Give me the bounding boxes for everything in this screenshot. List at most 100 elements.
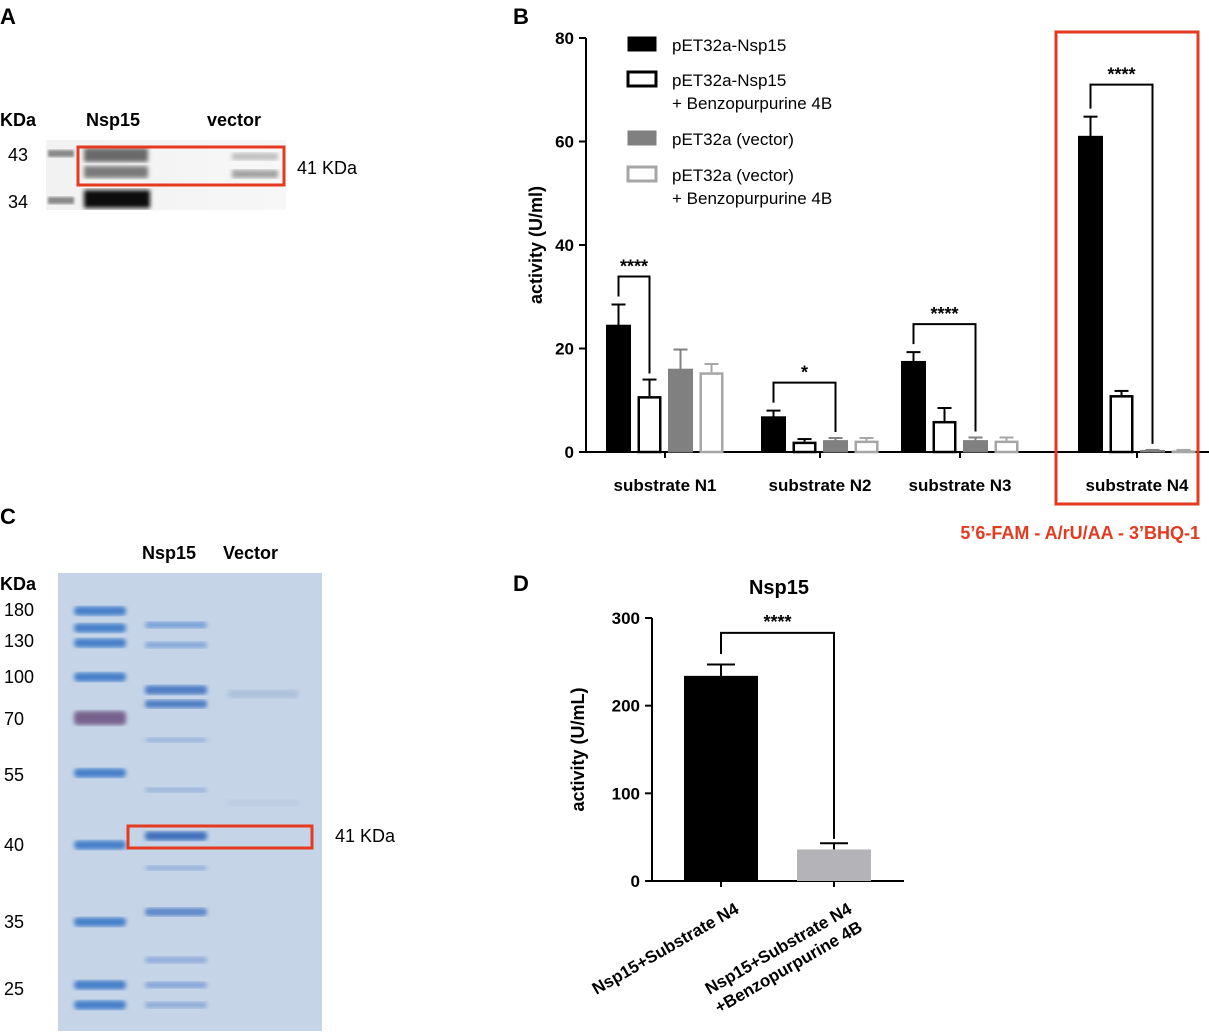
ladder-band bbox=[74, 711, 126, 725]
chart-b-y-tick-label: 40 bbox=[555, 236, 574, 255]
chart-b-legend-label: pET32a (vector) bbox=[672, 130, 794, 149]
lane-band bbox=[145, 908, 207, 916]
panel-c-lane-nsp15: Nsp15 bbox=[142, 543, 196, 563]
chart-b-significance-bracket bbox=[1089, 83, 1154, 444]
chart-b-bar-series4 bbox=[994, 440, 1019, 454]
panel-c-marker-100: 100 bbox=[4, 667, 34, 687]
chart-b-significance-bracket bbox=[617, 275, 651, 374]
chart-b-highlight-box bbox=[1054, 30, 1200, 506]
chart-b-bar-series2 bbox=[1109, 395, 1134, 454]
panel-c-letter: C bbox=[0, 504, 16, 529]
chart-b-bar-series2 bbox=[637, 396, 662, 454]
panel-a-kda-label: KDa bbox=[0, 110, 37, 130]
band-highlight-box-a bbox=[76, 145, 286, 187]
chart-d-title: Nsp15 bbox=[749, 577, 809, 599]
chart-b-y-tick-label: 20 bbox=[555, 340, 574, 359]
lane-band bbox=[145, 1002, 207, 1008]
panel-c: C Nsp15 Vector KDa 180 130 100 70 55 40 35 25 4… bbox=[0, 504, 396, 1031]
panel-a-band-label: 41 KDa bbox=[297, 158, 358, 178]
ladder-band bbox=[74, 606, 126, 616]
chart-b-significance-label: **** bbox=[930, 304, 958, 324]
panel-c-marker-40: 40 bbox=[4, 835, 24, 855]
lane-band bbox=[145, 642, 207, 648]
lane-band bbox=[145, 685, 207, 695]
panel-c-band-label: 41 KDa bbox=[335, 826, 396, 846]
chart-b-category-label: substrate N1 bbox=[614, 476, 717, 495]
lane-band bbox=[145, 737, 207, 743]
panel-c-kda-label: KDa bbox=[0, 574, 37, 594]
lane-band bbox=[145, 787, 207, 793]
panel-a-lane-nsp15: Nsp15 bbox=[86, 110, 140, 130]
panel-a-marker-43: 43 bbox=[8, 145, 28, 165]
ladder-band bbox=[74, 638, 126, 648]
substrate-sequence-note: 5’6-FAM - A/rU/AA - 3’BHQ-1 bbox=[960, 523, 1200, 543]
panel-c-marker-25: 25 bbox=[4, 979, 24, 999]
band-highlight-box-c bbox=[126, 824, 314, 850]
chart-b-bar-series3 bbox=[1140, 449, 1165, 453]
chart-b-significance-label: * bbox=[801, 363, 808, 383]
chart-d-significance-label: **** bbox=[763, 612, 791, 632]
chart-b-category-label: substrate N4 bbox=[1086, 476, 1190, 495]
sds-page-gel-image bbox=[58, 573, 322, 1031]
lane-band bbox=[145, 865, 207, 871]
chart-b-bar-series3 bbox=[668, 368, 693, 453]
chart-b-bar-series2 bbox=[792, 441, 817, 454]
chart-b-legend-label: pET32a-Nsp15 bbox=[672, 36, 786, 55]
panel-c-marker-35: 35 bbox=[4, 912, 24, 932]
chart-b-significance-label: **** bbox=[620, 257, 648, 277]
chart-b: 0 20 40 60 80 activity (U/ml) substrate N1 subs… bbox=[526, 29, 1209, 506]
chart-b-significance-bracket bbox=[772, 381, 837, 433]
panel-a-letter: A bbox=[0, 4, 16, 29]
panel-a: A KDa Nsp15 vector 43 34 41 KDa bbox=[0, 4, 358, 212]
lane-band bbox=[145, 831, 207, 841]
chart-b-significance-bracket bbox=[912, 323, 977, 432]
chart-b-bar-series4 bbox=[699, 372, 724, 454]
chart-b-legend-label-line2: + Benzopurpurine 4B bbox=[672, 94, 832, 113]
chart-d-y-tick-label: 100 bbox=[612, 784, 640, 803]
chart-d-significance-bracket bbox=[720, 631, 835, 839]
chart-d-bar bbox=[797, 849, 871, 881]
ladder-band bbox=[74, 980, 126, 990]
panel-c-marker-180: 180 bbox=[4, 600, 34, 620]
chart-b-y-tick-label: 80 bbox=[555, 29, 574, 48]
panel-a-lane-vector: vector bbox=[207, 110, 261, 130]
panel-b-letter: B bbox=[513, 4, 529, 29]
western-blot-image bbox=[46, 140, 286, 210]
chart-b-bar-series2 bbox=[932, 420, 957, 454]
ladder-band bbox=[74, 768, 126, 778]
lane-band bbox=[145, 700, 207, 708]
chart-d-y-axis-label: activity (U/mL) bbox=[568, 687, 588, 811]
chart-b-bar-series3 bbox=[823, 440, 848, 453]
lane-band bbox=[145, 982, 207, 988]
panel-c-marker-70: 70 bbox=[4, 709, 24, 729]
panel-b: B 0 20 40 60 80 activity (U/ml) substrate N1 su… bbox=[513, 4, 1209, 543]
ladder-band bbox=[74, 672, 126, 682]
chart-b-legend-swatch bbox=[626, 70, 658, 88]
chart-d-y-tick-label: 200 bbox=[612, 697, 640, 716]
panel-a-marker-34: 34 bbox=[8, 192, 28, 212]
chart-b-significance-label: **** bbox=[1107, 65, 1135, 85]
chart-b-bar-series1 bbox=[1078, 135, 1103, 453]
chart-b-legend-label-line2: + Benzopurpurine 4B bbox=[672, 189, 832, 208]
chart-b-y-tick-label: 0 bbox=[565, 443, 574, 462]
ladder-band bbox=[74, 1000, 126, 1010]
chart-b-bar-series4 bbox=[854, 440, 879, 454]
panel-c-lane-vector: Vector bbox=[223, 543, 278, 563]
lane-band bbox=[145, 622, 207, 628]
chart-b-y-tick-label: 60 bbox=[555, 133, 574, 152]
chart-b-y-axis-label: activity (U/ml) bbox=[526, 186, 546, 304]
chart-d-bar bbox=[684, 675, 758, 881]
ladder-band bbox=[74, 917, 126, 927]
lane-band bbox=[145, 957, 207, 963]
chart-b-category-label: substrate N2 bbox=[769, 476, 872, 495]
ladder-band bbox=[74, 623, 126, 633]
chart-d-y-tick-label: 300 bbox=[612, 609, 640, 628]
chart-b-bar-series1 bbox=[761, 416, 786, 453]
panel-c-marker-55: 55 bbox=[4, 765, 24, 785]
chart-b-bar-series1 bbox=[606, 324, 631, 453]
panel-d-letter: D bbox=[513, 571, 529, 596]
panel-c-marker-130: 130 bbox=[4, 631, 34, 651]
